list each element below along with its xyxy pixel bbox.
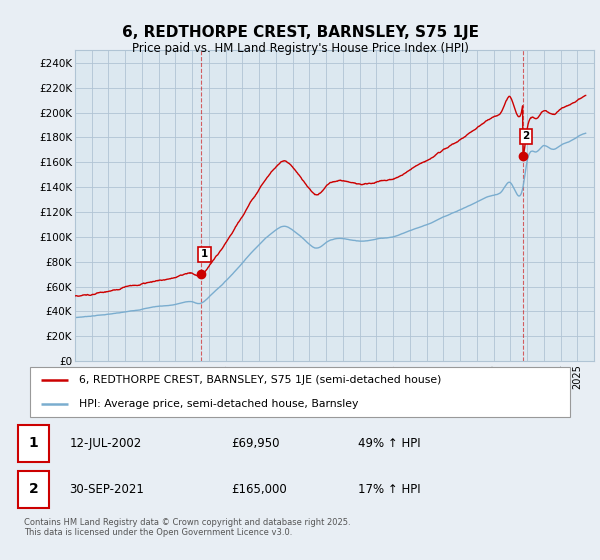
Text: 1: 1 [201,249,208,259]
Text: Price paid vs. HM Land Registry's House Price Index (HPI): Price paid vs. HM Land Registry's House … [131,42,469,55]
Text: 30-SEP-2021: 30-SEP-2021 [70,483,145,496]
Text: 2: 2 [523,131,530,141]
Text: £165,000: £165,000 [231,483,287,496]
FancyBboxPatch shape [18,424,49,461]
Text: 12-JUL-2002: 12-JUL-2002 [70,437,142,450]
Text: 49% ↑ HPI: 49% ↑ HPI [358,437,420,450]
FancyBboxPatch shape [30,367,570,417]
Text: 17% ↑ HPI: 17% ↑ HPI [358,483,420,496]
Text: 6, REDTHORPE CREST, BARNSLEY, S75 1JE: 6, REDTHORPE CREST, BARNSLEY, S75 1JE [121,25,479,40]
FancyBboxPatch shape [18,471,49,508]
Text: 1: 1 [29,436,38,450]
Text: 6, REDTHORPE CREST, BARNSLEY, S75 1JE (semi-detached house): 6, REDTHORPE CREST, BARNSLEY, S75 1JE (s… [79,375,441,385]
Text: Contains HM Land Registry data © Crown copyright and database right 2025.
This d: Contains HM Land Registry data © Crown c… [24,518,350,538]
Text: HPI: Average price, semi-detached house, Barnsley: HPI: Average price, semi-detached house,… [79,399,358,409]
Text: £69,950: £69,950 [231,437,280,450]
Text: 2: 2 [29,482,38,496]
